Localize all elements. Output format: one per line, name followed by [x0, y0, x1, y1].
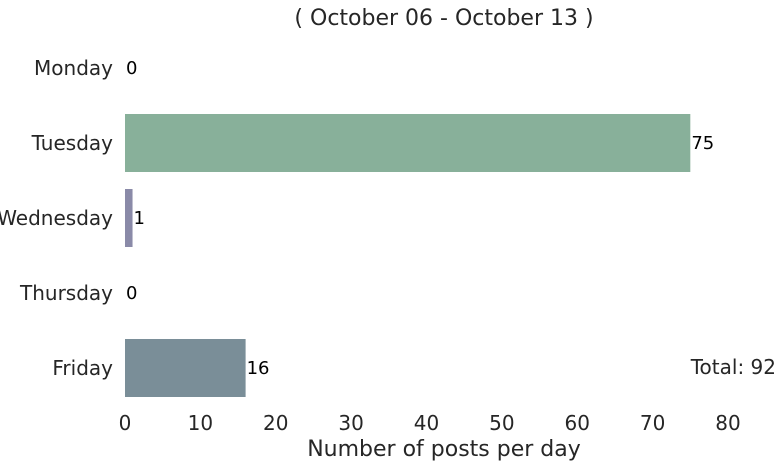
x-tick-label-40: 40: [414, 411, 439, 435]
bar-tuesday: [125, 114, 691, 172]
value-label-thursday: 0: [126, 283, 137, 304]
value-label-monday: 0: [126, 58, 137, 79]
value-label-tuesday: 75: [691, 133, 714, 154]
x-tick-label-80: 80: [715, 411, 740, 435]
value-labels: 0 75 1 0 16: [126, 58, 714, 379]
x-axis-ticks: 0 10 20 30 40 50 60 70 80: [119, 411, 741, 435]
chart-title: ( October 06 - October 13 ): [294, 6, 593, 31]
x-tick-label-70: 70: [640, 411, 665, 435]
x-tick-label-30: 30: [338, 411, 363, 435]
bar-friday: [125, 339, 246, 397]
bars-layer: [125, 114, 691, 397]
value-label-friday: 16: [247, 358, 270, 379]
category-label-tuesday: Tuesday: [31, 131, 114, 155]
category-label-thursday: Thursday: [19, 281, 113, 305]
x-tick-label-0: 0: [119, 411, 132, 435]
total-label: Total: 92: [690, 355, 776, 379]
x-tick-label-10: 10: [188, 411, 213, 435]
x-tick-label-20: 20: [263, 411, 288, 435]
category-labels: Monday Tuesday Wednesday Thursday Friday: [0, 56, 113, 380]
category-label-monday: Monday: [34, 56, 113, 80]
bar-wednesday: [125, 189, 133, 247]
category-label-friday: Friday: [52, 356, 113, 380]
x-tick-label-50: 50: [489, 411, 514, 435]
category-label-wednesday: Wednesday: [0, 206, 113, 230]
value-label-wednesday: 1: [134, 208, 145, 229]
x-tick-label-60: 60: [565, 411, 590, 435]
x-axis-label: Number of posts per day: [307, 437, 581, 462]
